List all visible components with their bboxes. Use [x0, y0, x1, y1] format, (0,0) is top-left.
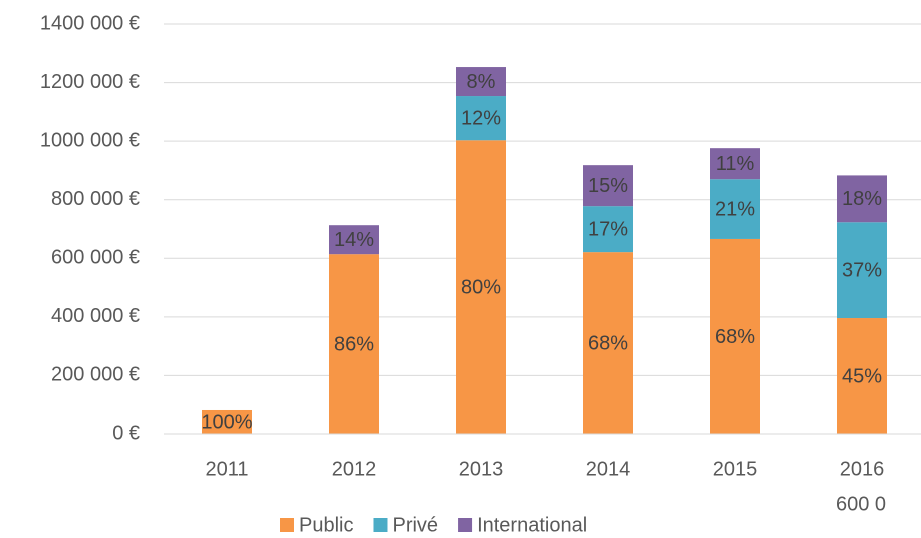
y-tick-label: 1000 000 € — [40, 129, 140, 151]
y-tick-label: 1400 000 € — [40, 12, 140, 34]
data-label: 12% — [461, 107, 501, 129]
x-tick-label: 2014 — [586, 458, 631, 480]
bar-segment — [710, 238, 760, 434]
x-tick-label: 2011 — [205, 458, 248, 480]
data-label: 8% — [467, 71, 496, 93]
data-label: 68% — [588, 332, 628, 354]
x-tick-label: 2013 — [459, 458, 504, 480]
bar-segment — [583, 165, 633, 207]
data-label: 86% — [334, 333, 374, 355]
y-tick-label: 0 € — [112, 422, 140, 444]
data-label: 68% — [715, 326, 755, 348]
data-label: 15% — [588, 175, 628, 197]
y-tick-label: 400 000 € — [51, 305, 140, 327]
data-label: 100% — [201, 411, 252, 433]
bar-segment — [456, 140, 506, 434]
bar-segment — [456, 96, 506, 141]
legend-swatch — [458, 518, 473, 532]
data-label: 37% — [842, 259, 882, 281]
annotation: 600 0 — [836, 493, 886, 515]
bar-segment — [329, 225, 379, 255]
data-label: 45% — [842, 365, 882, 387]
bar-segment — [837, 175, 887, 223]
data-label: 80% — [461, 276, 501, 298]
bar-segment — [710, 179, 760, 239]
data-label: 18% — [842, 188, 882, 210]
legend-swatch — [373, 518, 388, 532]
y-tick-label: 800 000 € — [51, 188, 140, 210]
bar-segment — [710, 148, 760, 180]
y-tick-label: 1200 000 € — [40, 71, 140, 93]
data-label: 21% — [715, 198, 755, 220]
bar-segment — [837, 222, 887, 319]
data-label: 11% — [716, 153, 755, 175]
data-label: 17% — [588, 218, 628, 240]
legend-label: Public — [299, 514, 353, 536]
x-tick-label: 2012 — [332, 458, 377, 480]
bar-segment — [202, 409, 252, 434]
legend-label: International — [477, 514, 587, 536]
x-tick-label: 2015 — [713, 458, 758, 480]
bar-segment — [583, 252, 633, 434]
data-label: 14% — [334, 229, 374, 251]
y-tick-label: 600 000 € — [51, 247, 140, 269]
bar-segment — [583, 206, 633, 253]
legend-swatch — [280, 518, 294, 532]
y-tick-label: 200 000 € — [51, 364, 140, 386]
bar-segment — [456, 67, 506, 97]
x-tick-label: 2016 — [840, 458, 885, 480]
bar-segment — [837, 318, 887, 434]
legend-label: Privé — [392, 514, 438, 536]
bar-segment — [329, 254, 379, 434]
